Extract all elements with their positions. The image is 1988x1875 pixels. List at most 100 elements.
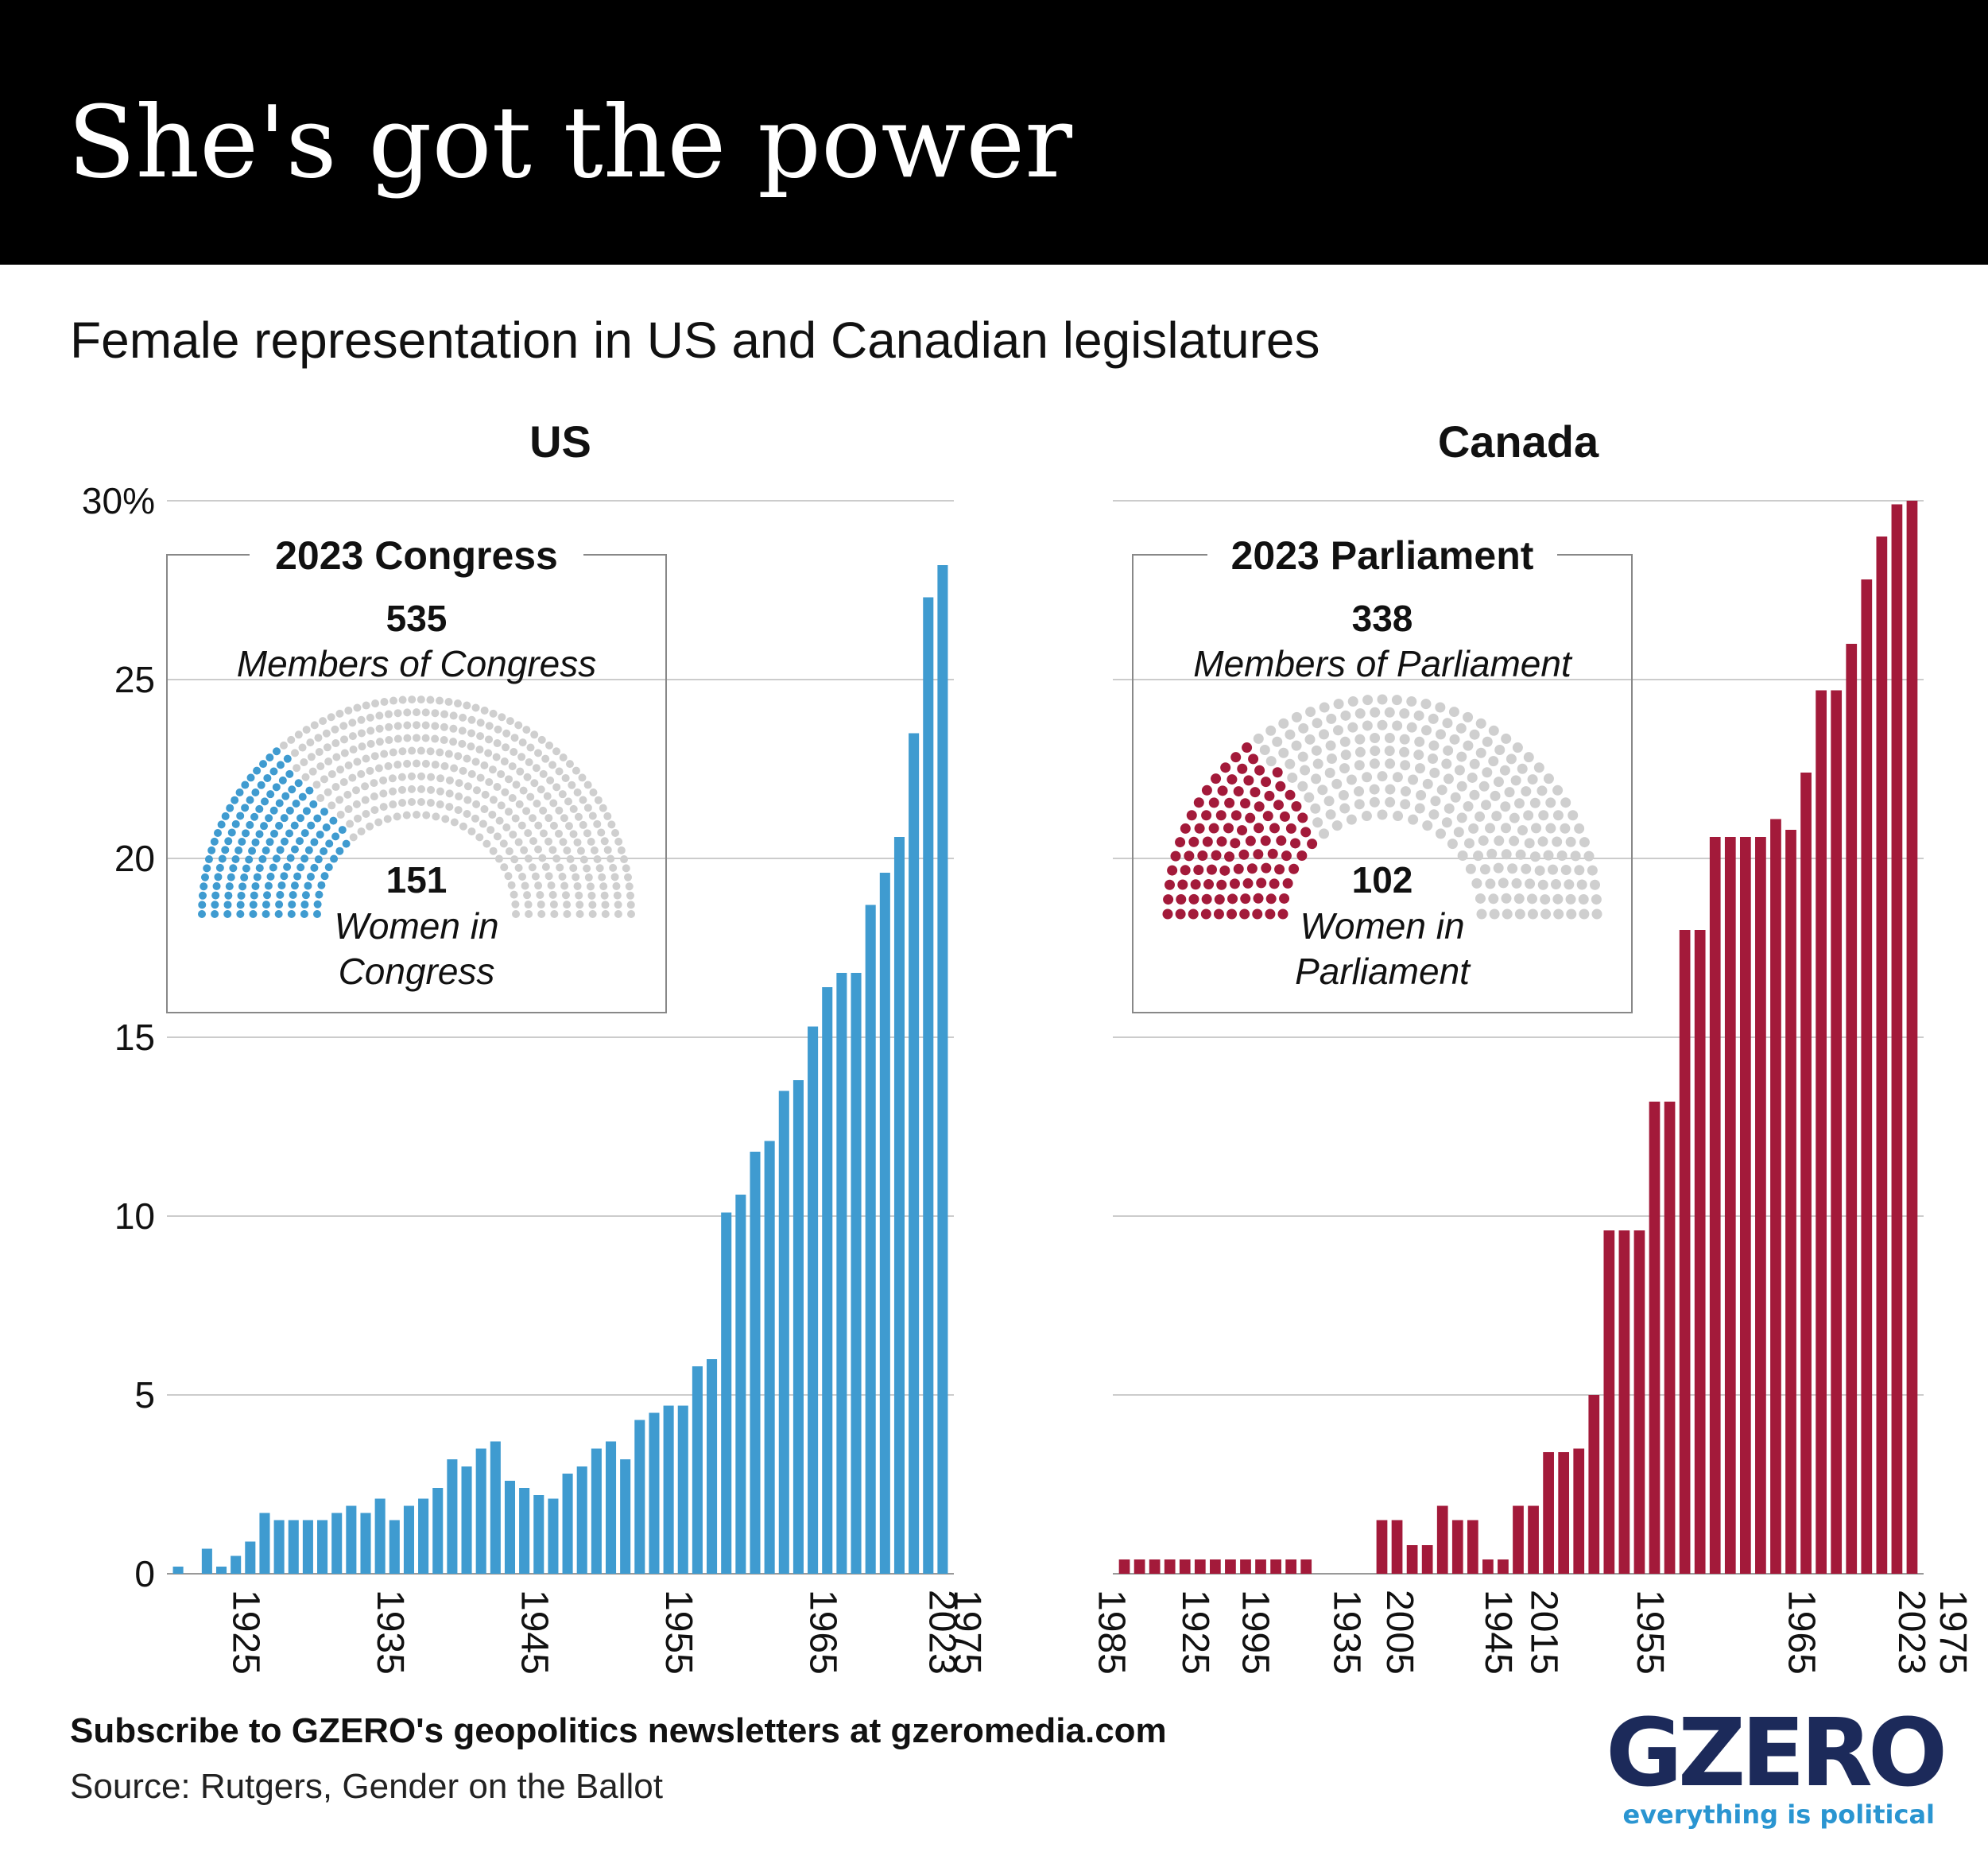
seat-other xyxy=(1471,877,1482,889)
subtitle: Female representation in US and Canadian… xyxy=(70,312,1320,369)
bar xyxy=(1255,1559,1266,1574)
seat-other xyxy=(335,796,344,804)
seat-other xyxy=(1468,823,1479,834)
seat-woman xyxy=(1227,893,1238,905)
seat-woman xyxy=(224,891,233,900)
seat-woman xyxy=(1163,894,1174,905)
seat-other xyxy=(1311,773,1322,784)
bar xyxy=(331,1513,343,1574)
seat-woman xyxy=(283,862,292,871)
seat-other xyxy=(1456,812,1467,823)
y-tick-label: 30% xyxy=(82,480,155,521)
seat-other xyxy=(1494,745,1506,756)
seat-other xyxy=(574,812,583,821)
bar xyxy=(1603,1230,1615,1574)
seat-other xyxy=(445,776,454,784)
seat-other xyxy=(362,701,370,710)
seat-other xyxy=(380,750,389,758)
seat-other xyxy=(1339,736,1351,747)
seat-other xyxy=(544,814,553,823)
seat-other xyxy=(1285,729,1296,740)
seat-other xyxy=(500,757,509,766)
seat-other xyxy=(421,721,430,730)
seat-woman xyxy=(200,873,209,881)
seat-other xyxy=(587,891,596,900)
bar xyxy=(1134,1559,1145,1574)
seat-other xyxy=(566,854,575,863)
seat-woman xyxy=(317,881,326,889)
seat-other xyxy=(339,777,348,786)
seat-woman xyxy=(1211,773,1222,784)
bar xyxy=(346,1505,357,1574)
seat-other xyxy=(1479,864,1490,875)
seat-other xyxy=(1587,865,1598,876)
seat-other xyxy=(614,910,622,918)
seat-other xyxy=(1346,774,1357,785)
seat-woman xyxy=(283,754,292,763)
seat-other xyxy=(1408,814,1419,825)
seat-other xyxy=(1333,699,1344,710)
seat-other xyxy=(537,910,546,918)
seat-other xyxy=(1568,810,1579,821)
seat-other xyxy=(543,792,552,800)
y-tick-label: 10 xyxy=(114,1195,155,1237)
seat-other xyxy=(600,837,609,846)
bar xyxy=(490,1441,501,1574)
bar xyxy=(1482,1559,1494,1574)
seat-other xyxy=(565,760,574,769)
seat-other xyxy=(1565,893,1576,905)
seat-other xyxy=(384,761,393,770)
seat-other xyxy=(1443,773,1454,784)
seat-woman xyxy=(249,910,258,918)
seat-other xyxy=(1435,828,1446,839)
seat-woman xyxy=(298,792,307,801)
seat-other xyxy=(1325,809,1336,820)
seat-woman xyxy=(1281,850,1292,862)
seat-other xyxy=(379,803,388,812)
seat-other xyxy=(1455,722,1467,734)
seat-woman xyxy=(1167,865,1178,876)
bar xyxy=(389,1520,400,1574)
seat-other xyxy=(1463,740,1474,751)
bar xyxy=(1179,1559,1191,1574)
gzero-logo: GZERO everything is political xyxy=(1606,1705,1947,1832)
seat-other xyxy=(600,891,609,900)
bar xyxy=(893,837,905,1574)
seat-other xyxy=(510,748,518,757)
bar xyxy=(591,1448,602,1574)
seat-other xyxy=(1298,722,1309,734)
seat-other xyxy=(583,864,591,873)
seat-other xyxy=(594,796,603,804)
bar xyxy=(201,1548,212,1574)
seat-woman xyxy=(307,821,316,830)
seat-other xyxy=(1447,839,1458,850)
seat-other xyxy=(480,805,489,814)
seat-woman xyxy=(1213,908,1224,920)
seat-other xyxy=(480,761,489,770)
seat-other xyxy=(327,713,335,722)
seat-other xyxy=(1253,733,1264,744)
seat-woman xyxy=(1246,863,1258,874)
seat-woman xyxy=(272,854,281,863)
seat-other xyxy=(1421,725,1432,736)
seat-woman xyxy=(293,872,302,881)
bar xyxy=(1498,1559,1509,1574)
seat-woman xyxy=(224,837,233,846)
seat-other xyxy=(1454,765,1465,776)
seat-other xyxy=(534,749,543,757)
seat-other xyxy=(510,890,518,899)
seat-woman xyxy=(214,873,223,881)
bar xyxy=(418,1498,429,1574)
seat-other xyxy=(371,699,380,708)
seat-other xyxy=(626,901,635,909)
seat-other xyxy=(625,882,634,891)
seat-other xyxy=(1340,750,1351,761)
seat-other xyxy=(509,830,517,839)
seat-other xyxy=(1485,878,1496,889)
seat-other xyxy=(445,803,454,812)
x-tick-label: 1995 xyxy=(1234,1590,1277,1675)
seat-woman xyxy=(1290,838,1301,849)
main-title: She's got the power xyxy=(68,85,1073,200)
seat-other xyxy=(620,855,629,864)
seat-other xyxy=(1429,767,1440,778)
